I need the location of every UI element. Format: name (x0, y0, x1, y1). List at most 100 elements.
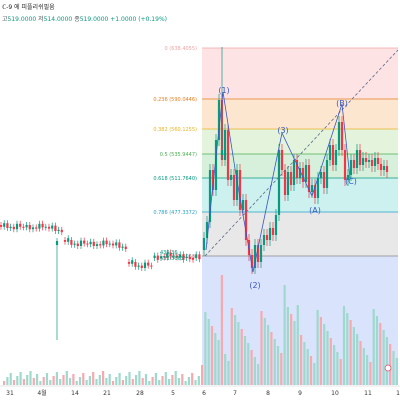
candle-body (322, 172, 326, 188)
volume-bar (217, 340, 220, 385)
candle-body (289, 172, 293, 185)
volume-bar (329, 338, 332, 385)
volume-bar (191, 373, 194, 385)
volume-bar (72, 374, 75, 385)
volume-bar (253, 357, 256, 385)
volume-bar (151, 377, 154, 385)
candle-body (150, 265, 153, 267)
price-marker: 439.36 (160, 250, 178, 256)
volume-bar (128, 372, 131, 385)
volume-bar (42, 377, 45, 385)
symbol-legend: ℂ-9 에 피플리쉬필움 고519.0000 저514.0000 종519.00… (0, 0, 400, 32)
candle-body (92, 241, 95, 246)
time-tick-label: 7 (233, 390, 237, 397)
candle-body (111, 243, 115, 246)
candle-body (331, 145, 335, 165)
volume-bar (184, 381, 187, 385)
candle-body (361, 158, 365, 165)
candle-body (250, 255, 254, 268)
candle-body (54, 225, 57, 231)
high-value: 519.0000 (7, 16, 37, 23)
volume-bar (339, 359, 342, 385)
candle-body (0, 225, 3, 227)
volume-bar (85, 380, 88, 385)
volume-bar (257, 364, 260, 385)
volume-bar (250, 350, 253, 385)
volume-bar (260, 311, 263, 385)
candle-body (241, 200, 245, 210)
candle-body (232, 175, 236, 200)
candle-body (95, 244, 99, 246)
volume-bar (366, 355, 369, 385)
candle-body (131, 260, 134, 264)
volume-bar (303, 342, 306, 385)
volume-bar (108, 374, 111, 385)
volume-bar (349, 320, 352, 385)
candle-body (283, 170, 287, 195)
volume-bar (158, 380, 161, 385)
volume-bar (227, 361, 230, 385)
volume-bar (247, 343, 250, 385)
volume-bar (230, 308, 233, 385)
candle-body (280, 150, 284, 170)
fib-band-0.236 (202, 99, 398, 129)
volume-bar (135, 375, 138, 385)
volume-bar (65, 371, 68, 385)
candle-body (319, 172, 323, 178)
time-tick-label: 4월 (37, 389, 46, 397)
candle-body (137, 265, 140, 267)
volume-bar (125, 376, 128, 385)
volume-bar (105, 378, 108, 385)
volume-bar (319, 317, 322, 385)
candle-body (313, 185, 317, 198)
candle-body (385, 166, 389, 172)
candle-body (274, 215, 278, 235)
fib-band-0.786 (202, 212, 398, 256)
volume-bar (263, 318, 266, 385)
volume-bar (273, 339, 276, 385)
volume-bar (369, 362, 372, 385)
candle-body (328, 145, 332, 160)
volume-bar (372, 309, 375, 385)
candle-body (262, 235, 266, 245)
alert-icon (384, 364, 392, 372)
candle-body (325, 160, 329, 188)
volume-bar (392, 351, 395, 385)
volume-bar (214, 333, 217, 385)
volume-bar (95, 379, 98, 385)
volume-bar (333, 345, 336, 385)
candle-body (35, 227, 38, 229)
candle-body (83, 240, 86, 244)
candle-body (256, 245, 260, 262)
candle-body (376, 158, 380, 164)
volume-bar (270, 332, 273, 385)
volume-bar (118, 373, 121, 385)
volume-bar (49, 380, 52, 385)
time-tick-label: 31 (6, 390, 14, 397)
candle-body (115, 242, 118, 246)
candle-body (60, 229, 63, 233)
candle-body (31, 227, 35, 230)
candle-body (44, 226, 47, 228)
time-axis[interactable]: 31 4월 14 21 28 5 6 7 8 9 10 11 1 (0, 385, 400, 397)
candle-body (22, 226, 25, 228)
volume-bar (204, 312, 207, 385)
elliott-wave-path (205, 91, 351, 273)
volume-bar (389, 344, 392, 385)
volume-bar (36, 374, 39, 385)
candle-body (214, 140, 218, 190)
volume-bar (359, 341, 362, 385)
candle-body (223, 130, 227, 160)
candle-body (367, 160, 371, 162)
volume-bar (22, 379, 25, 385)
volume-bar (168, 379, 171, 385)
volume-bar (19, 372, 22, 385)
candle-body (217, 100, 221, 140)
candle-body (226, 130, 230, 180)
volume-bar (375, 316, 379, 385)
volume-bar (306, 349, 309, 385)
volume-bar (300, 335, 303, 385)
